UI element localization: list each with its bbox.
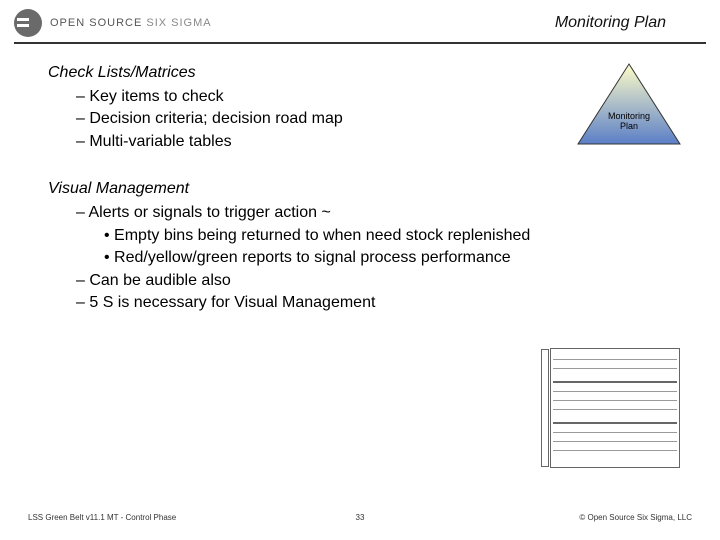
section2-sublist: Empty bins being returned to when need s… [76,225,648,269]
section-checklists: Check Lists/Matrices Key items to check … [48,62,468,152]
footer-left: LSS Green Belt v11.1 MT - Control Phase [28,513,176,522]
slide-content: Check Lists/Matrices Key items to check … [0,44,720,314]
list-item: Key items to check [76,86,468,108]
footer: LSS Green Belt v11.1 MT - Control Phase … [0,513,720,522]
page-title: Monitoring Plan [555,14,706,32]
list-item: Alerts or signals to trigger action ~ Em… [76,202,648,269]
section1-title: Check Lists/Matrices [48,62,468,84]
header: OPEN SOURCE SIX SIGMA Monitoring Plan [0,0,720,38]
footer-copyright: © Open Source Six Sigma, LLC [579,513,692,522]
logo-icon [14,9,42,37]
section-visual-mgmt: Visual Management Alerts or signals to t… [48,178,648,314]
list-item: Decision criteria; decision road map [76,108,468,130]
list-item: Can be audible also [76,270,648,292]
section1-list: Key items to check Decision criteria; de… [48,86,468,153]
form-thumbnail [550,348,680,468]
brand-left: OPEN SOURCE [50,17,142,29]
list-item: 5 S is necessary for Visual Management [76,292,648,314]
brand-text: OPEN SOURCE SIX SIGMA [50,17,212,29]
list-item-text: Alerts or signals to trigger action ~ [88,204,330,221]
list-subitem: Red/yellow/green reports to signal proce… [104,247,648,269]
brand-right: SIX SIGMA [146,17,211,29]
section2-list: Alerts or signals to trigger action ~ Em… [48,202,648,314]
page-number: 33 [356,513,365,522]
section2-title: Visual Management [48,178,648,200]
list-item: Multi-variable tables [76,131,468,153]
list-subitem: Empty bins being returned to when need s… [104,225,648,247]
